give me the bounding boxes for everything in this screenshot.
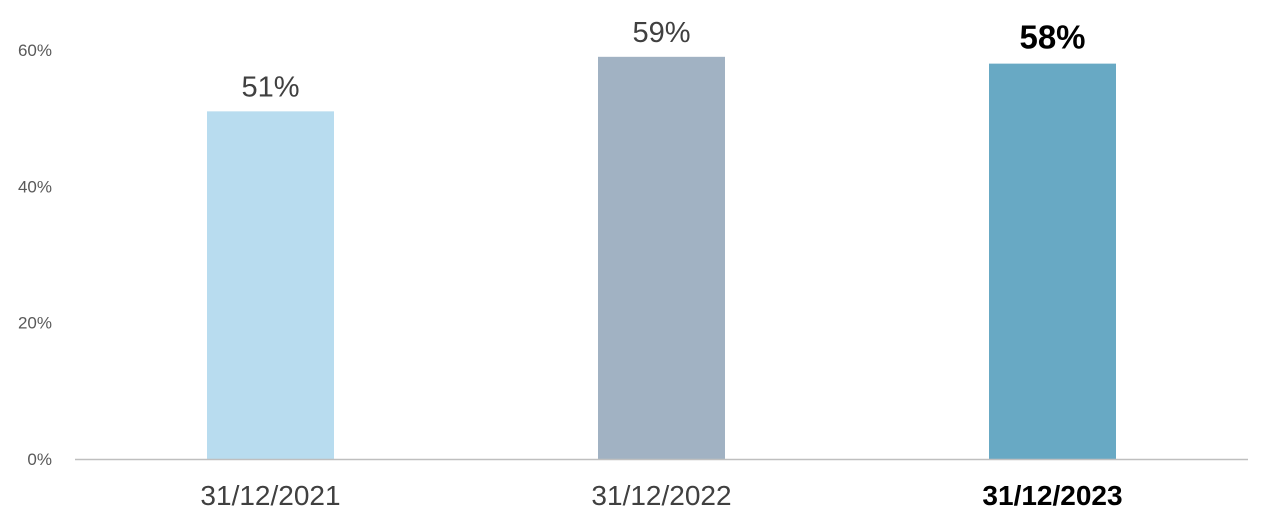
x-tick-label: 31/12/2021 xyxy=(200,480,340,509)
bars xyxy=(207,56,1116,460)
x-tick-label: 31/12/2023 xyxy=(982,480,1122,509)
x-axis: 31/12/2021 31/12/2022 31/12/2023 xyxy=(200,480,1122,509)
data-label: 51% xyxy=(241,71,299,103)
data-label: 58% xyxy=(1019,19,1085,56)
y-tick-label: 40% xyxy=(18,177,52,196)
y-tick-label: 60% xyxy=(18,41,52,60)
y-tick-label: 0% xyxy=(27,450,52,469)
y-tick-label: 20% xyxy=(18,314,52,333)
bar-31-12-2021 xyxy=(207,111,334,459)
bar-31-12-2022 xyxy=(598,56,725,460)
data-labels: 51% 59% 58% xyxy=(241,17,1085,104)
x-tick-label: 31/12/2022 xyxy=(591,480,731,509)
data-label: 59% xyxy=(632,17,690,49)
y-axis: 0% 20% 40% 60% xyxy=(18,41,52,469)
bar-31-12-2023 xyxy=(989,63,1116,460)
